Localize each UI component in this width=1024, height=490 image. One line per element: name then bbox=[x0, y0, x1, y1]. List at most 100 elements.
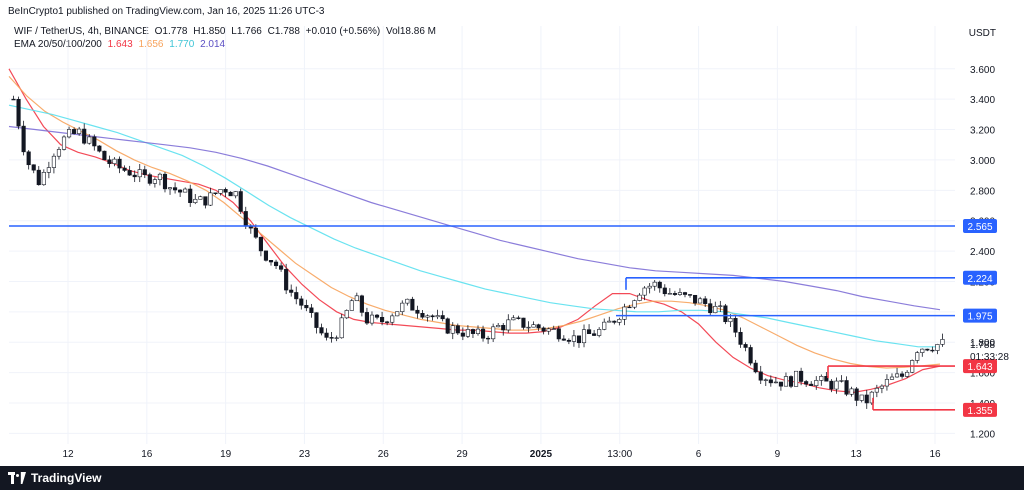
candle-body bbox=[31, 164, 36, 171]
level-price-label: 1.355 bbox=[967, 406, 992, 417]
candle-body bbox=[112, 158, 117, 164]
candle-body bbox=[77, 128, 82, 134]
candle-body bbox=[536, 324, 541, 329]
symbol-label[interactable]: WIF / TetherUS, 4h, BINANCE bbox=[14, 26, 149, 37]
candle-body bbox=[693, 294, 698, 304]
candle-body bbox=[173, 187, 178, 191]
candle-body bbox=[253, 227, 258, 238]
candle-body bbox=[465, 329, 470, 337]
candle-body bbox=[243, 211, 248, 227]
candle-body bbox=[556, 328, 561, 340]
candle-body bbox=[319, 327, 324, 334]
low-value: L1.766 bbox=[231, 26, 262, 37]
currency-label: USDT bbox=[968, 28, 996, 39]
candle-body bbox=[203, 196, 208, 206]
candle-body bbox=[526, 326, 531, 329]
price-chart[interactable]: 3.6003.4003.2003.0002.8002.6002.4002.200… bbox=[0, 0, 1024, 466]
candle-body bbox=[738, 331, 743, 345]
candle-body bbox=[188, 188, 193, 203]
candle-body bbox=[82, 128, 87, 144]
candle-body bbox=[66, 129, 72, 138]
candle-body bbox=[440, 315, 445, 320]
candle-body bbox=[369, 314, 375, 324]
candle-body bbox=[541, 327, 546, 332]
candle-body bbox=[455, 325, 460, 334]
candle-body bbox=[915, 352, 920, 361]
candle-body bbox=[11, 98, 16, 101]
candle-body bbox=[743, 344, 748, 348]
candle-body bbox=[940, 339, 945, 345]
candle-body bbox=[587, 329, 592, 335]
candle-body bbox=[122, 167, 127, 171]
candle-body bbox=[617, 319, 622, 323]
open-value: O1.778 bbox=[154, 26, 188, 37]
candle-body bbox=[339, 317, 344, 339]
candle-body bbox=[627, 306, 632, 309]
candle-body bbox=[152, 179, 157, 184]
candle-body bbox=[809, 383, 814, 386]
candle-body bbox=[107, 159, 112, 164]
y-tick-label: 3.600 bbox=[970, 65, 995, 76]
candle-body bbox=[753, 362, 758, 373]
candle-body bbox=[612, 320, 617, 323]
candle-body bbox=[652, 281, 657, 287]
candle-body bbox=[849, 388, 854, 395]
candle-body bbox=[16, 98, 21, 127]
candle-body bbox=[677, 292, 683, 295]
candle-body bbox=[425, 315, 430, 318]
candle-body bbox=[349, 300, 354, 311]
candle-body bbox=[132, 174, 137, 178]
candle-body bbox=[778, 381, 783, 387]
x-tick-label: 13:00 bbox=[607, 449, 632, 460]
candle-body bbox=[26, 151, 31, 166]
candle-body bbox=[183, 188, 188, 193]
ohlc-legend: WIF / TetherUS, 4h, BINANCE O1.778 H1.85… bbox=[14, 26, 439, 37]
ema-line-0 bbox=[8, 68, 941, 394]
candle-body bbox=[894, 373, 900, 378]
candle-body bbox=[87, 136, 92, 144]
candle-body bbox=[359, 295, 364, 313]
candle-body bbox=[834, 380, 839, 390]
ema-legend: EMA 20/50/100/200 1.643 1.656 1.770 2.01… bbox=[14, 39, 228, 50]
candle-body bbox=[51, 155, 56, 168]
candle-body bbox=[607, 320, 612, 323]
ema-line-3 bbox=[8, 125, 941, 311]
candle-body bbox=[783, 376, 789, 387]
x-tick-label: 23 bbox=[299, 449, 311, 460]
tradingview-logo[interactable]: TradingView bbox=[8, 471, 101, 485]
candle-body bbox=[723, 305, 728, 323]
candle-body bbox=[763, 379, 768, 381]
footer-bar: TradingView bbox=[0, 466, 1024, 490]
x-tick-label: 2025 bbox=[530, 449, 553, 460]
volume-value: Vol18.86 M bbox=[385, 26, 436, 37]
candle-body bbox=[137, 169, 142, 178]
publisher-line: BeInCrypto1 published on TradingView.com… bbox=[8, 6, 325, 17]
candle-body bbox=[516, 317, 521, 319]
candle-body bbox=[238, 191, 243, 212]
candle-body bbox=[879, 385, 884, 389]
candle-body bbox=[687, 294, 693, 296]
candle-body bbox=[127, 170, 132, 176]
candle-body bbox=[258, 236, 263, 252]
x-tick-label: 13 bbox=[851, 449, 863, 460]
y-tick-label: 1.200 bbox=[970, 429, 995, 440]
candle-body bbox=[460, 332, 465, 337]
candle-body bbox=[793, 370, 799, 387]
y-tick-label: 2.400 bbox=[970, 247, 995, 258]
change-value: +0.010 (+0.56%) bbox=[305, 26, 381, 37]
candle-body bbox=[682, 292, 688, 295]
candle-body bbox=[430, 315, 435, 318]
candle-body bbox=[390, 315, 395, 323]
candle-body bbox=[92, 136, 97, 147]
candle-body bbox=[839, 380, 844, 382]
y-tick-label: 3.000 bbox=[970, 156, 995, 167]
x-tick-label: 12 bbox=[62, 449, 74, 460]
candle-body bbox=[718, 305, 723, 307]
candle-body bbox=[667, 293, 672, 295]
ema-label[interactable]: EMA 20/50/100/200 bbox=[14, 39, 102, 50]
x-tick-label: 19 bbox=[220, 449, 232, 460]
candle-body bbox=[309, 307, 314, 313]
candle-body bbox=[511, 317, 516, 321]
candle-body bbox=[814, 380, 819, 386]
candle-body bbox=[334, 337, 339, 339]
